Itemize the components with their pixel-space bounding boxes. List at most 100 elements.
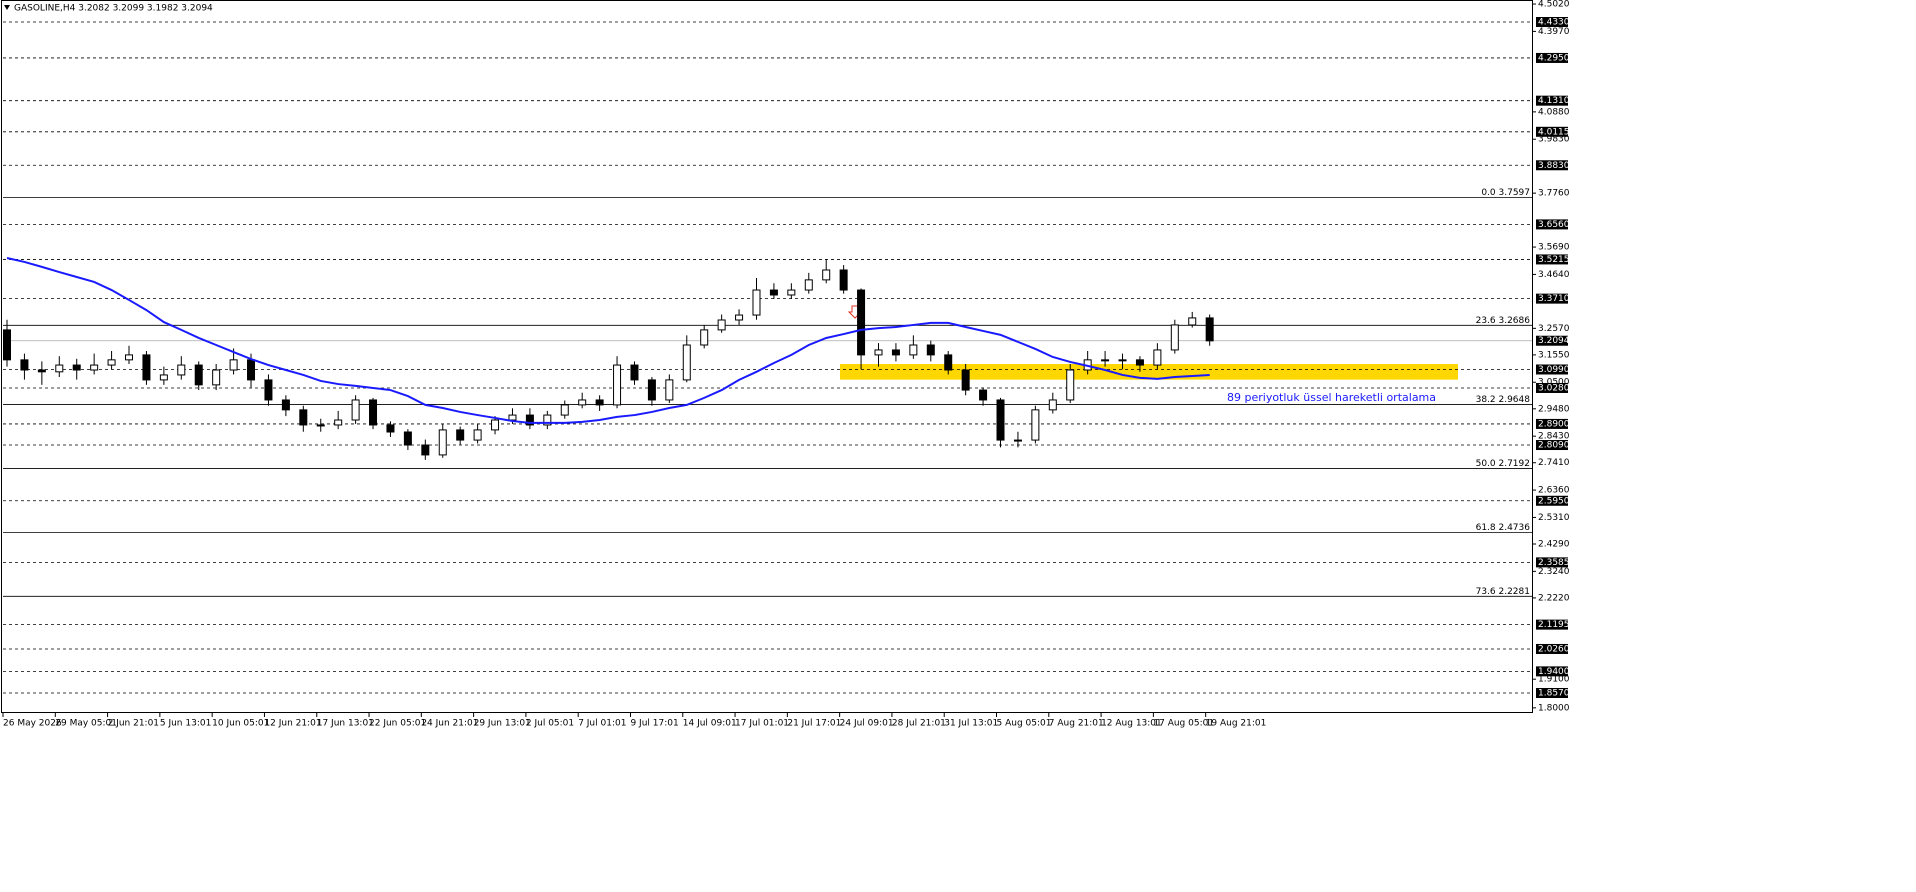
candle-body: [700, 329, 709, 346]
candle-body: [20, 359, 29, 371]
level-label: 3.3710: [1538, 294, 1570, 304]
x-tick-label: 24 Jul 09:01: [840, 719, 894, 729]
candle-body: [1031, 409, 1040, 441]
candle-body: [665, 379, 674, 401]
y-tick-label: 4.3970: [1538, 27, 1570, 37]
candle-body: [996, 399, 1005, 441]
candle-body: [560, 404, 569, 416]
x-tick-label: 17 Aug 05:01: [1153, 719, 1214, 729]
x-tick-label: 28 Jul 21:01: [892, 719, 946, 729]
candle-body: [1066, 369, 1075, 401]
candle-body: [1153, 349, 1162, 366]
candle-body: [1048, 399, 1057, 411]
y-tick-label: 2.2220: [1538, 593, 1570, 603]
y-tick-label: 3.9830: [1538, 135, 1570, 145]
candle-body: [491, 419, 500, 431]
candle-body: [1170, 324, 1179, 351]
candle-body: [229, 359, 238, 371]
fib-label: 61.8 2.4736: [1476, 523, 1531, 533]
level-label-box: [1536, 254, 1568, 265]
x-tick-label: 31 Jul 13:01: [944, 719, 998, 729]
level-label-box: [1536, 52, 1568, 63]
x-tick-label: 21 Jul 17:01: [787, 719, 841, 729]
candle-body: [212, 369, 221, 386]
candle-body: [543, 414, 552, 426]
x-tick-label: 22 Jun 05:01: [369, 719, 426, 729]
level-label: 2.8900: [1538, 419, 1570, 429]
candle-body: [717, 319, 726, 331]
y-tick-label: 3.1550: [1538, 350, 1570, 360]
candle-body: [3, 329, 11, 361]
candle-body: [386, 424, 395, 433]
y-tick-label: 3.4640: [1538, 270, 1570, 280]
candle-body: [578, 399, 587, 406]
candle-body: [909, 344, 918, 356]
y-tick-label: 1.8000: [1538, 703, 1570, 713]
level-label-box: [1536, 95, 1568, 106]
y-tick-label: 3.5690: [1538, 243, 1570, 253]
level-label: 4.0115: [1538, 127, 1570, 137]
candle-body: [107, 359, 116, 366]
x-tick-label: 10 Jun 05:01: [212, 719, 269, 729]
candle-body: [682, 344, 691, 381]
candle-body: [961, 369, 970, 391]
candle-body: [438, 429, 447, 456]
candle-body: [1101, 359, 1110, 362]
candle-body: [874, 349, 883, 356]
level-label: 4.2950: [1538, 53, 1570, 63]
y-tick-label: 2.3240: [1538, 567, 1570, 577]
current-price-label: 3.2094: [1538, 336, 1570, 346]
level-label: 2.1195: [1538, 620, 1570, 630]
candle-body: [421, 444, 430, 456]
x-tick-label: 17 Jun 13:01: [317, 719, 374, 729]
candle-body: [979, 389, 988, 401]
x-tick-label: 19 Aug 21:01: [1206, 719, 1267, 729]
candle-body: [456, 429, 465, 441]
x-tick-label: 17 Jul 01:01: [735, 719, 789, 729]
candle-body: [473, 429, 482, 441]
y-tick-label: 2.5310: [1538, 513, 1570, 523]
x-tick-label: 9 Jul 17:01: [630, 719, 678, 729]
candle-body: [142, 354, 151, 381]
x-tick-label: 14 Jul 09:01: [683, 719, 737, 729]
level-label-box: [1536, 126, 1568, 137]
candle-body: [1135, 359, 1144, 366]
level-label-box: [1536, 619, 1568, 630]
candle-body: [403, 431, 412, 446]
y-tick-label: 3.2570: [1538, 324, 1570, 334]
candle-body: [630, 364, 639, 381]
candle-body: [926, 344, 935, 356]
level-label-box: [1536, 687, 1568, 698]
candle-body: [264, 379, 273, 401]
level-label-box: [1536, 364, 1568, 375]
level-label-box: [1536, 643, 1568, 654]
y-tick-label: 4.5020: [1538, 0, 1570, 10]
candle-body: [90, 364, 99, 371]
level-label: 3.0280: [1538, 383, 1570, 393]
candle-body: [525, 414, 534, 426]
level-label: 3.8830: [1538, 161, 1570, 171]
x-tick-label: 5 Jun 13:01: [160, 719, 211, 729]
level-label-box: [1536, 17, 1568, 28]
candle-body: [1205, 317, 1214, 342]
candle-body: [159, 374, 168, 381]
candle-body: [55, 364, 64, 373]
fib-label: 38.2 2.9648: [1476, 395, 1531, 405]
candle-body: [735, 314, 744, 321]
candle-body: [334, 419, 343, 426]
x-tick-label: 2 Jul 05:01: [526, 719, 574, 729]
x-tick-label: 26 May 2026: [3, 719, 62, 729]
candle-body: [891, 349, 900, 356]
candle-body: [177, 364, 186, 376]
x-tick-label: 5 Aug 05:01: [997, 719, 1052, 729]
x-tick-label: 12 Jun 21:01: [264, 719, 321, 729]
level-label: 1.8570: [1538, 688, 1570, 698]
plot-frame: [1, 0, 1533, 713]
candle-body: [944, 354, 953, 371]
candle-body: [508, 414, 517, 421]
level-label-box: [1536, 418, 1568, 429]
candle-body: [1188, 317, 1197, 326]
level-label: 3.5215: [1538, 255, 1570, 265]
